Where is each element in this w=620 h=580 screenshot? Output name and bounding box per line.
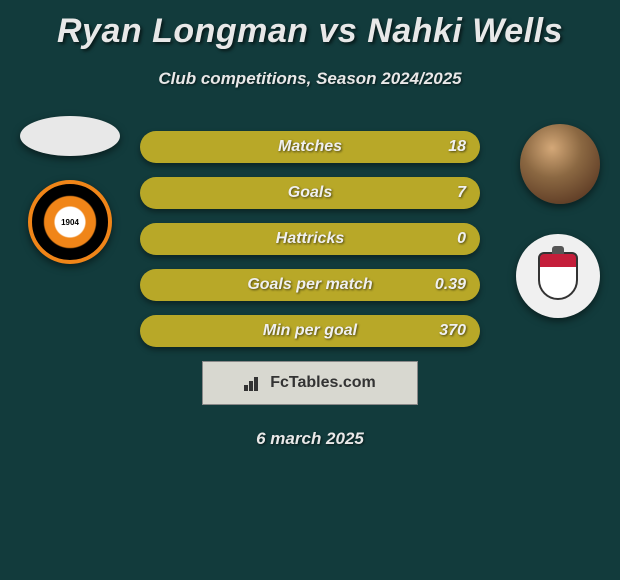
stat-row-goals: Goals 7	[140, 177, 480, 209]
stat-row-hattricks: Hattricks 0	[140, 223, 480, 255]
stat-value: 370	[439, 322, 466, 340]
stat-row-goals-per-match: Goals per match 0.39	[140, 269, 480, 301]
stat-label: Goals	[288, 184, 332, 202]
season-subtitle: Club competitions, Season 2024/2025	[0, 69, 620, 89]
stat-label: Hattricks	[276, 230, 344, 248]
stats-container: Matches 18 Goals 7 Hattricks 0 Goals per…	[0, 131, 620, 347]
bar-chart-icon	[244, 375, 264, 391]
stat-row-matches: Matches 18	[140, 131, 480, 163]
stat-label: Matches	[278, 138, 342, 156]
stat-value: 18	[448, 138, 466, 156]
stat-value: 0.39	[435, 276, 466, 294]
branding-banner[interactable]: FcTables.com	[202, 361, 418, 405]
stat-value: 0	[457, 230, 466, 248]
stat-value: 7	[457, 184, 466, 202]
date-label: 6 march 2025	[0, 429, 620, 449]
stat-label: Goals per match	[247, 276, 372, 294]
stat-label: Min per goal	[263, 322, 357, 340]
stat-row-min-per-goal: Min per goal 370	[140, 315, 480, 347]
page-title: Ryan Longman vs Nahki Wells	[0, 0, 620, 51]
brand-text: FcTables.com	[270, 374, 376, 392]
